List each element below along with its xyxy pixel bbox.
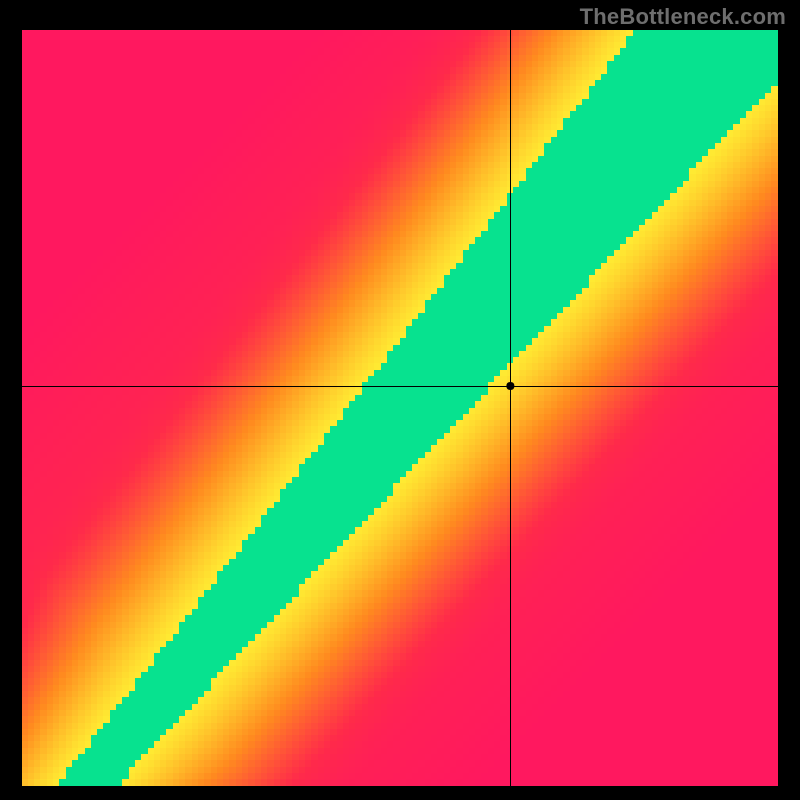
bottleneck-heatmap bbox=[22, 30, 778, 786]
watermark-text: TheBottleneck.com bbox=[580, 4, 786, 30]
bottleneck-plot-container: TheBottleneck.com bbox=[0, 0, 800, 800]
